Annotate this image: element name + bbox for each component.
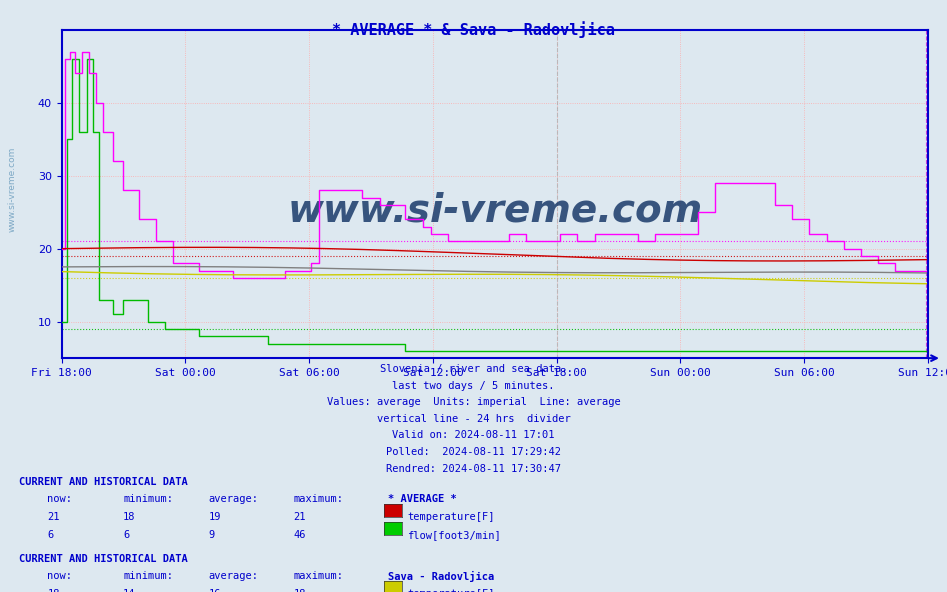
- Text: 6: 6: [47, 530, 54, 540]
- Text: www.si-vreme.com: www.si-vreme.com: [287, 191, 703, 229]
- Text: 18: 18: [123, 512, 135, 522]
- Text: 18: 18: [294, 589, 306, 592]
- Text: Sava - Radovljica: Sava - Radovljica: [388, 571, 494, 583]
- Text: average:: average:: [208, 494, 259, 504]
- Text: Rendred: 2024-08-11 17:30:47: Rendred: 2024-08-11 17:30:47: [386, 464, 561, 474]
- Text: vertical line - 24 hrs  divider: vertical line - 24 hrs divider: [377, 414, 570, 424]
- Text: maximum:: maximum:: [294, 571, 344, 581]
- Text: temperature[F]: temperature[F]: [407, 589, 494, 592]
- Text: CURRENT AND HISTORICAL DATA: CURRENT AND HISTORICAL DATA: [19, 554, 188, 564]
- Text: * AVERAGE * & Sava - Radovljica: * AVERAGE * & Sava - Radovljica: [332, 21, 615, 37]
- Text: * AVERAGE *: * AVERAGE *: [388, 494, 457, 504]
- Text: temperature[F]: temperature[F]: [407, 512, 494, 522]
- Text: flow[foot3/min]: flow[foot3/min]: [407, 530, 501, 540]
- Text: Valid on: 2024-08-11 17:01: Valid on: 2024-08-11 17:01: [392, 430, 555, 440]
- Text: average:: average:: [208, 571, 259, 581]
- Text: 19: 19: [208, 512, 221, 522]
- Text: now:: now:: [47, 571, 72, 581]
- Text: 46: 46: [294, 530, 306, 540]
- Text: maximum:: maximum:: [294, 494, 344, 504]
- Text: 6: 6: [123, 530, 130, 540]
- Text: minimum:: minimum:: [123, 571, 173, 581]
- Text: 14: 14: [123, 589, 135, 592]
- Text: 9: 9: [208, 530, 215, 540]
- Text: 18: 18: [47, 589, 60, 592]
- Text: Polled:  2024-08-11 17:29:42: Polled: 2024-08-11 17:29:42: [386, 447, 561, 457]
- Text: now:: now:: [47, 494, 72, 504]
- Text: 21: 21: [47, 512, 60, 522]
- Text: last two days / 5 minutes.: last two days / 5 minutes.: [392, 381, 555, 391]
- Text: 16: 16: [208, 589, 221, 592]
- Text: minimum:: minimum:: [123, 494, 173, 504]
- Text: 21: 21: [294, 512, 306, 522]
- Text: Values: average  Units: imperial  Line: average: Values: average Units: imperial Line: av…: [327, 397, 620, 407]
- Text: Slovenia / river and sea data.: Slovenia / river and sea data.: [380, 364, 567, 374]
- Text: CURRENT AND HISTORICAL DATA: CURRENT AND HISTORICAL DATA: [19, 477, 188, 487]
- Text: www.si-vreme.com: www.si-vreme.com: [8, 147, 17, 232]
